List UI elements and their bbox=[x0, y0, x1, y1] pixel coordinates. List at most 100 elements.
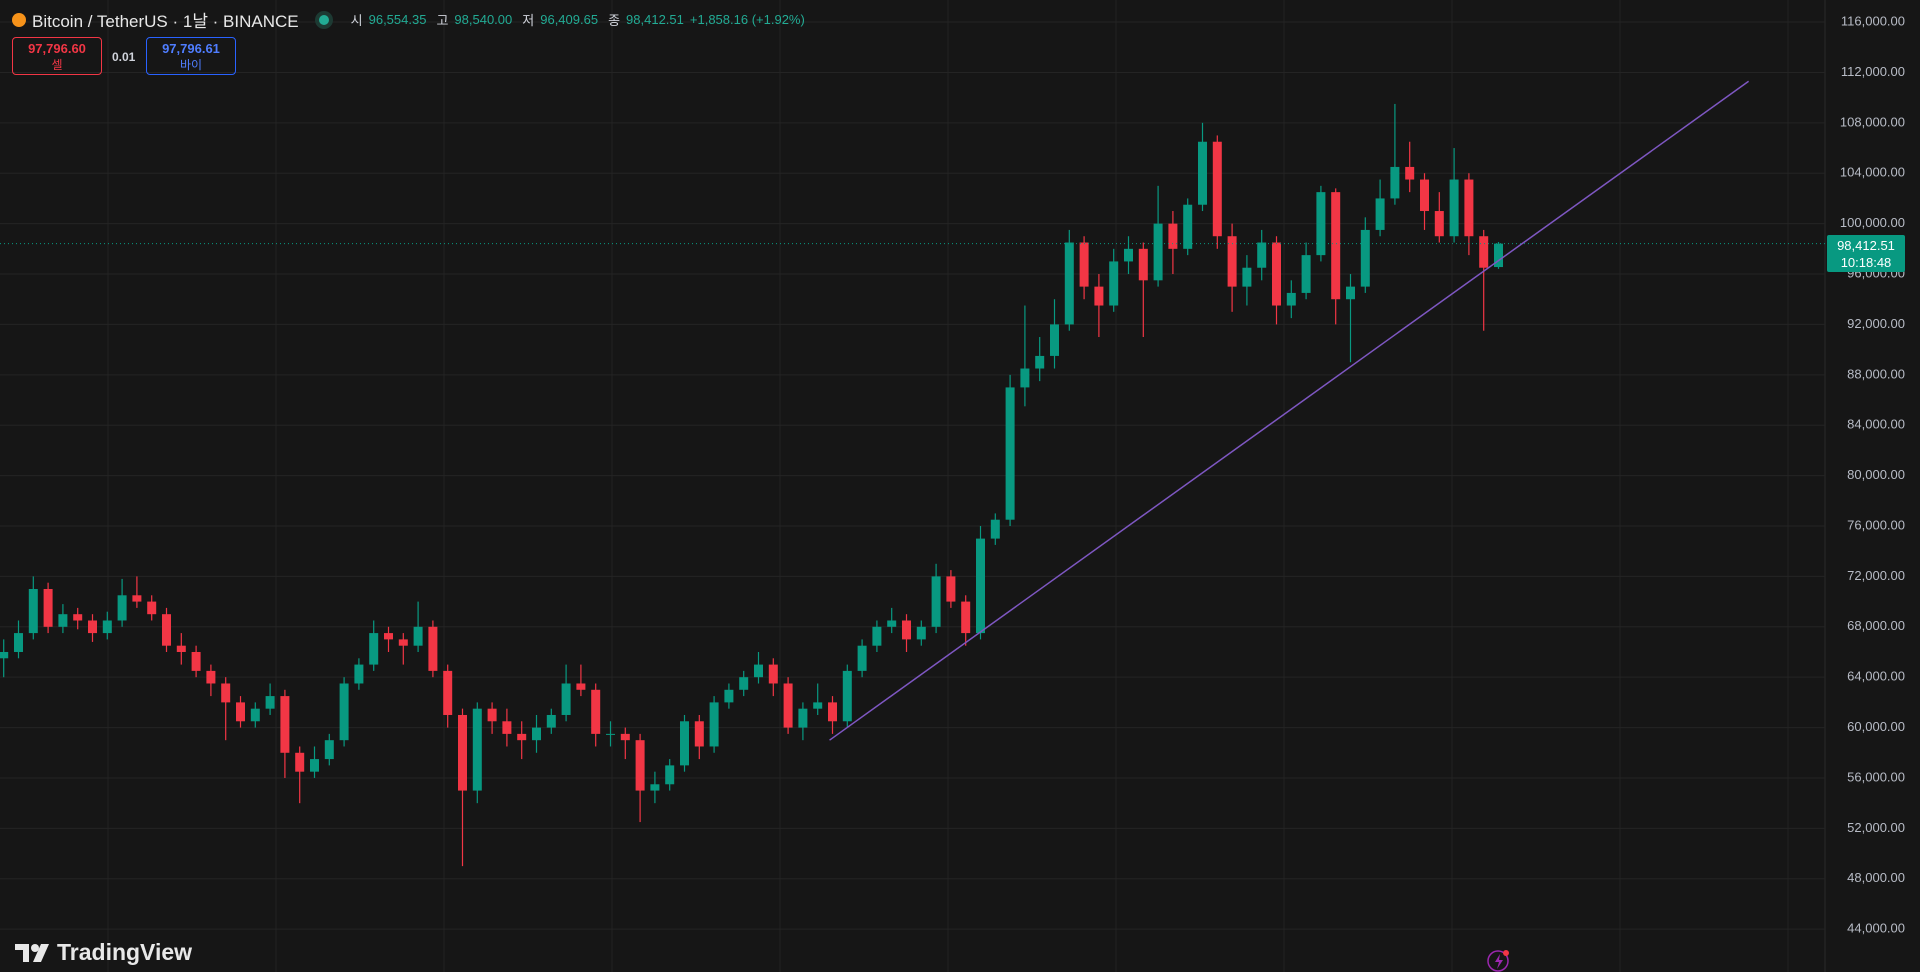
open-value: 96,554.35 bbox=[368, 12, 427, 27]
y-tick-label: 80,000.00 bbox=[1847, 467, 1905, 482]
candle-body bbox=[472, 708, 482, 791]
candle-body bbox=[1138, 248, 1148, 281]
candle-body bbox=[1420, 179, 1429, 212]
close-label: 종 bbox=[608, 13, 621, 28]
candle-body bbox=[591, 689, 601, 734]
last-price: 98,412.51 bbox=[1837, 238, 1895, 253]
candle-body bbox=[1079, 242, 1089, 287]
candle-body bbox=[162, 614, 171, 646]
candle-body bbox=[546, 714, 556, 728]
candle-body bbox=[487, 708, 497, 722]
candle-body bbox=[58, 614, 68, 627]
candle-body bbox=[842, 670, 852, 722]
candle-body bbox=[73, 614, 83, 621]
symbol-title[interactable]: Bitcoin / TetherUS · 1날 · BINANCE bbox=[32, 12, 299, 31]
candle-body bbox=[857, 645, 867, 671]
y-tick-label: 84,000.00 bbox=[1847, 417, 1905, 432]
candle-body bbox=[1449, 179, 1459, 237]
y-tick-label: 116,000.00 bbox=[1841, 13, 1905, 28]
candle-body bbox=[236, 702, 245, 722]
change-value: +1,858.16 (+1.92%) bbox=[689, 12, 805, 27]
buy-price: 97,796.61 bbox=[162, 41, 220, 56]
candle-body bbox=[976, 538, 985, 634]
sell-button[interactable]: 97,796.60 셀 bbox=[12, 37, 102, 75]
y-tick-label: 64,000.00 bbox=[1847, 669, 1905, 684]
candle-body bbox=[916, 626, 926, 640]
candle-body bbox=[1094, 286, 1104, 306]
y-tick-label: 108,000.00 bbox=[1840, 114, 1905, 129]
candle-body bbox=[1064, 242, 1074, 325]
logo[interactable]: TradingView bbox=[15, 939, 192, 966]
market-status bbox=[318, 14, 329, 25]
candle-body bbox=[1286, 292, 1296, 306]
candle-body bbox=[650, 784, 660, 791]
candle-body bbox=[606, 733, 615, 735]
y-tick-label: 92,000.00 bbox=[1847, 316, 1905, 331]
candle-body bbox=[369, 633, 379, 665]
candle-body bbox=[88, 620, 97, 634]
candle-body bbox=[384, 633, 393, 640]
candle-body bbox=[990, 519, 1000, 539]
candle-body bbox=[872, 626, 882, 646]
candle-body bbox=[1257, 242, 1267, 268]
candle-body bbox=[576, 683, 586, 690]
y-tick-label: 60,000.00 bbox=[1847, 719, 1905, 734]
candle-body bbox=[635, 740, 645, 791]
candle-body bbox=[339, 683, 349, 741]
candle-body bbox=[1405, 166, 1415, 180]
y-tick-label: 88,000.00 bbox=[1847, 366, 1905, 381]
candle-body bbox=[1360, 229, 1370, 287]
candle-body bbox=[946, 576, 956, 602]
candle-body bbox=[798, 708, 808, 728]
candle-body bbox=[665, 765, 675, 785]
y-tick-label: 104,000.00 bbox=[1840, 165, 1905, 180]
candle-body bbox=[532, 727, 541, 741]
candle-body bbox=[1316, 192, 1326, 256]
trend-line bbox=[829, 80, 1750, 741]
candle-body bbox=[280, 696, 290, 753]
buy-button[interactable]: 97,796.61 바이 bbox=[146, 37, 236, 75]
candle-body bbox=[43, 588, 53, 627]
candle-body bbox=[176, 645, 186, 652]
candle-body bbox=[1050, 324, 1059, 356]
candle-body bbox=[1346, 286, 1355, 300]
candle-body bbox=[1153, 223, 1163, 281]
y-tick-label: 100,000.00 bbox=[1840, 215, 1905, 230]
coin-icon bbox=[12, 12, 26, 27]
candle-body bbox=[132, 595, 142, 602]
candle-body bbox=[0, 651, 9, 659]
candle-body bbox=[828, 702, 837, 722]
low-value: 96,409.65 bbox=[540, 12, 599, 27]
y-tick-label: 48,000.00 bbox=[1847, 870, 1905, 885]
quantity[interactable]: 0.01 bbox=[112, 50, 136, 64]
candle-body bbox=[739, 677, 749, 690]
y-tick-label: 44,000.00 bbox=[1847, 921, 1905, 936]
candle-body bbox=[1301, 255, 1311, 293]
y-tick-label: 68,000.00 bbox=[1847, 618, 1905, 633]
candle-body bbox=[1434, 211, 1444, 237]
candle-body bbox=[724, 689, 734, 703]
candle-body bbox=[1242, 267, 1252, 287]
candle-body bbox=[1035, 355, 1045, 369]
candle-body bbox=[1183, 204, 1193, 249]
candle-body bbox=[206, 670, 216, 684]
candle-body bbox=[221, 683, 231, 703]
candle-body bbox=[1124, 248, 1133, 262]
candle-body bbox=[147, 601, 157, 615]
candle-body bbox=[754, 664, 763, 678]
candle-body bbox=[709, 702, 719, 747]
candle-body bbox=[1198, 141, 1207, 205]
y-tick-label: 112,000.00 bbox=[1841, 64, 1905, 79]
candle-body bbox=[354, 664, 364, 684]
low-label: 저 bbox=[522, 13, 535, 28]
candle-body bbox=[768, 664, 778, 684]
candle-body bbox=[295, 752, 305, 772]
last-price-tag: 98,412.51 10:18:48 bbox=[1827, 235, 1905, 272]
high-label: 고 bbox=[436, 13, 449, 28]
y-tick-label: 76,000.00 bbox=[1847, 517, 1905, 532]
candle-body bbox=[117, 595, 127, 621]
candle-body bbox=[620, 733, 630, 741]
status-icon[interactable] bbox=[1487, 950, 1509, 972]
